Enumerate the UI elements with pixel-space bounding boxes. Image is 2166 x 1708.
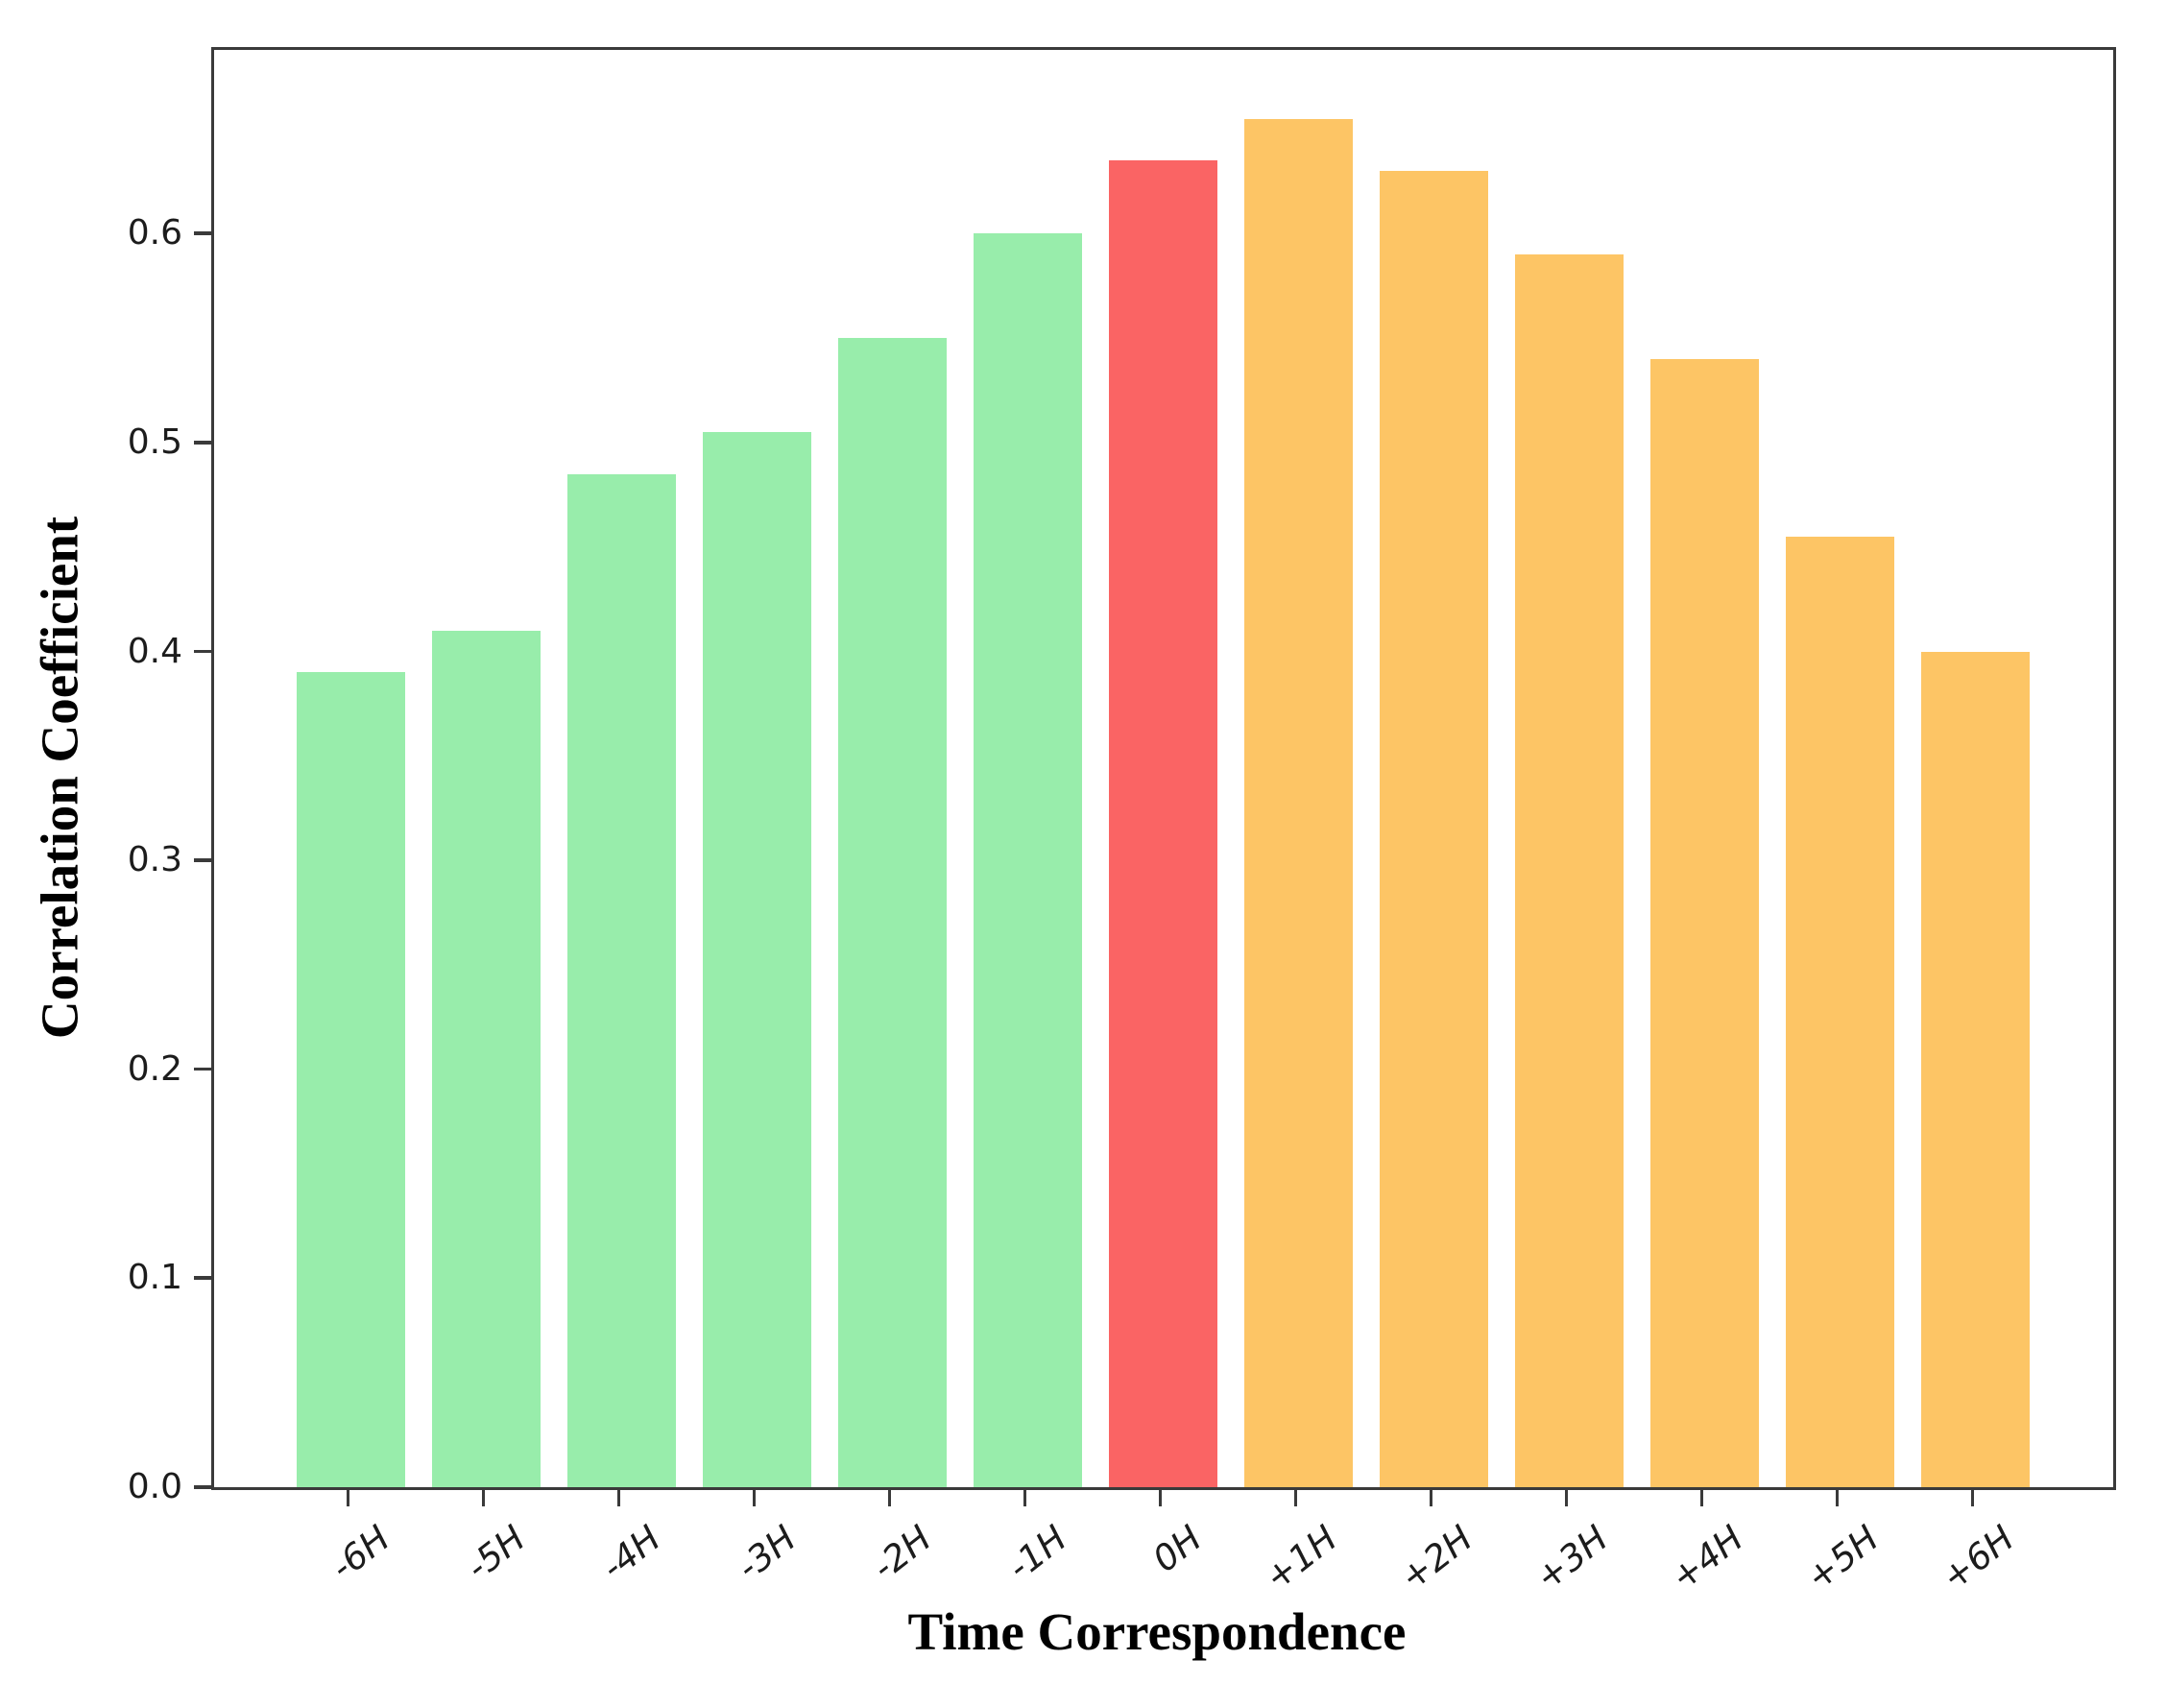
bar-+5H <box>1786 536 1894 1487</box>
x-tick-label: -5H <box>458 1517 533 1589</box>
bar-+3H <box>1515 254 1624 1487</box>
y-tick-label: 0.4 <box>127 631 182 671</box>
x-tick-label: 0H <box>1144 1517 1210 1580</box>
bars <box>214 50 2113 1487</box>
x-tick-label: +2H <box>1392 1517 1480 1600</box>
x-axis-title: Time Correspondence <box>907 1602 1407 1661</box>
x-tick-mark <box>1835 1490 1839 1506</box>
x-axis-ticks: -6H -5H -4H -3H -2H -1H 0H +1H +2H +3H +4H +5H +6H <box>211 1490 2116 1644</box>
x-tick-label: -4H <box>593 1517 668 1589</box>
bar--3H <box>703 432 811 1487</box>
bar-+1H <box>1244 118 1353 1487</box>
x-tick-mark <box>1429 1490 1432 1506</box>
x-tick-mark <box>481 1490 485 1506</box>
bar--5H <box>432 630 541 1487</box>
y-tick-mark <box>194 1276 211 1280</box>
y-tick-mark <box>194 441 211 445</box>
x-tick-label: -2H <box>864 1517 939 1589</box>
x-tick--4H: -4H <box>565 1490 673 1644</box>
bar-+2H <box>1380 171 1488 1487</box>
x-tick-mark <box>616 1490 620 1506</box>
y-tick-label: 0.6 <box>127 213 182 253</box>
x-tick-label: +6H <box>1934 1517 2022 1600</box>
x-tick--3H: -3H <box>700 1490 808 1644</box>
x-tick-+2H: +2H <box>1377 1490 1485 1644</box>
y-tick-mark <box>194 649 211 654</box>
y-tick-mark <box>194 1485 211 1489</box>
x-tick-0H: 0H <box>1106 1490 1215 1644</box>
x-tick-mark <box>752 1490 756 1506</box>
x-tick-label: -6H <box>323 1517 397 1589</box>
x-tick-mark <box>1023 1490 1026 1506</box>
x-tick--6H: -6H <box>294 1490 402 1644</box>
x-tick-label: -3H <box>729 1517 804 1589</box>
y-tick-label: 0.5 <box>127 422 182 463</box>
x-tick-mark <box>346 1490 349 1506</box>
x-tick-label: -1H <box>999 1517 1074 1589</box>
plot-area: 0.0 0.1 0.2 0.3 0.4 0.5 0.6 <box>128 47 2116 1505</box>
x-tick-mark <box>887 1490 891 1506</box>
x-tick-mark <box>1564 1490 1568 1506</box>
y-axis-title: Correlation Coefficient <box>30 516 89 1040</box>
bar--6H <box>297 672 405 1487</box>
bar-+6H <box>1921 651 2030 1487</box>
y-tick-label: 0.3 <box>127 840 182 880</box>
x-tick-label: +4H <box>1663 1517 1751 1600</box>
bar--1H <box>974 233 1082 1487</box>
bar-+4H <box>1650 359 1759 1487</box>
x-tick-label: +5H <box>1798 1517 1887 1600</box>
x-tick-+6H: +6H <box>1918 1490 2027 1644</box>
x-tick-+4H: +4H <box>1648 1490 1756 1644</box>
x-tick--2H: -2H <box>835 1490 944 1644</box>
bar--2H <box>838 338 947 1487</box>
x-tick-label: +1H <box>1257 1517 1345 1600</box>
x-tick-+1H: +1H <box>1241 1490 1350 1644</box>
y-tick-mark <box>194 1067 211 1071</box>
x-tick-mark <box>1158 1490 1162 1506</box>
x-tick-mark <box>1699 1490 1703 1506</box>
y-tick-label: 0.0 <box>127 1467 182 1506</box>
x-tick-mark <box>1970 1490 1974 1506</box>
x-tick-label: +3H <box>1528 1517 1616 1600</box>
bar--4H <box>567 473 676 1487</box>
y-tick-mark <box>194 858 211 862</box>
y-tick-label: 0.2 <box>127 1048 182 1089</box>
x-tick--5H: -5H <box>429 1490 538 1644</box>
y-tick-label: 0.1 <box>127 1258 182 1298</box>
x-tick-mark <box>1293 1490 1297 1506</box>
x-tick--1H: -1H <box>971 1490 1079 1644</box>
y-tick-mark <box>194 231 211 235</box>
bar-0H <box>1109 160 1217 1487</box>
x-tick-+5H: +5H <box>1783 1490 1891 1644</box>
x-tick-+3H: +3H <box>1512 1490 1621 1644</box>
